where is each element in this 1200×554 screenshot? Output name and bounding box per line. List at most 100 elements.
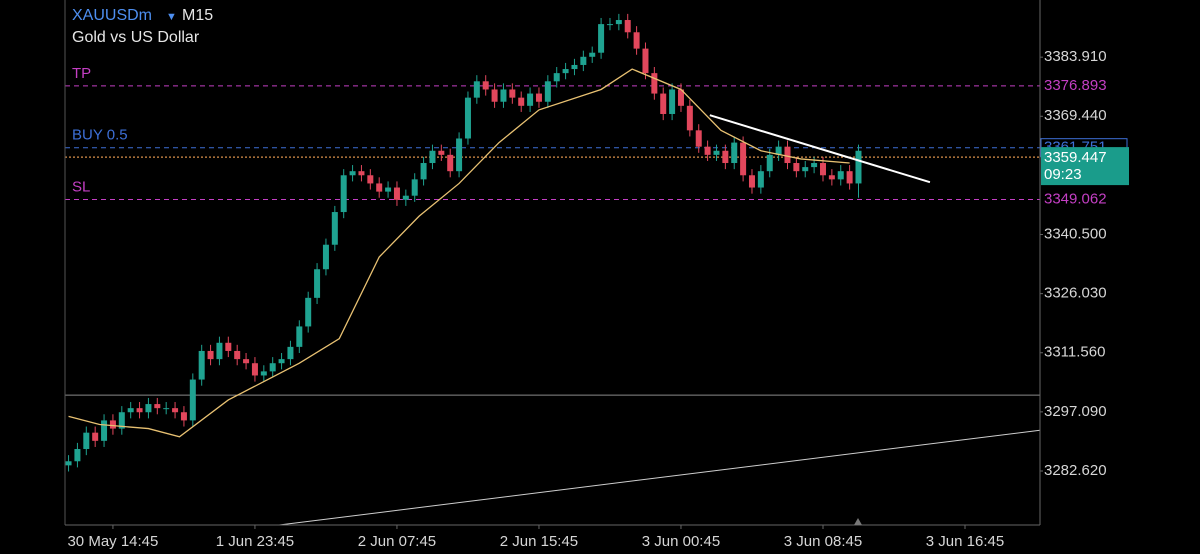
candle-body <box>109 420 116 429</box>
candle-body <box>314 269 321 298</box>
candle-body <box>92 432 99 441</box>
candle-body <box>456 138 463 172</box>
y-tick-label: 3326.030 <box>1044 285 1107 302</box>
level-price: 3376.893 <box>1044 77 1107 94</box>
candle-body <box>367 175 374 184</box>
candle-body <box>101 420 108 441</box>
candle-body <box>385 187 392 192</box>
candle-body <box>553 73 560 82</box>
candle-body <box>340 175 347 213</box>
candle-body <box>509 89 516 98</box>
current-price-box <box>1041 147 1129 186</box>
candle-body <box>127 408 134 413</box>
y-tick-label: 3369.440 <box>1044 107 1107 124</box>
candle-body <box>695 130 702 147</box>
x-tick-label: 2 Jun 07:45 <box>358 533 436 550</box>
candle-body <box>411 179 418 196</box>
plot-area <box>65 13 1040 525</box>
y-tick-label: 3282.620 <box>1044 462 1107 479</box>
candle-body <box>482 81 489 90</box>
candle-body <box>722 150 729 164</box>
candle-body <box>615 20 622 25</box>
candle-body <box>225 342 232 351</box>
symbol[interactable]: XAUUSDm <box>72 7 152 24</box>
candle-body <box>234 350 241 360</box>
candle-body <box>660 93 667 114</box>
candle-body <box>251 363 258 376</box>
candle-body <box>163 408 170 410</box>
candle-body <box>642 48 649 74</box>
candle-body <box>154 404 161 409</box>
candle-body <box>811 163 818 168</box>
candle-body <box>846 171 853 184</box>
candle-body <box>766 154 773 172</box>
x-tick-label: 1 Jun 23:45 <box>216 533 294 550</box>
candle-body <box>331 212 338 245</box>
moving-average <box>68 68 850 438</box>
candle-body <box>713 150 720 155</box>
candle-body <box>500 89 507 102</box>
candle-body <box>793 163 800 172</box>
candle-body <box>740 142 747 176</box>
candle-body <box>535 93 542 102</box>
timeframe[interactable]: M15 <box>182 7 213 24</box>
candle-body <box>473 81 480 98</box>
candle-body <box>172 408 179 413</box>
candle-body <box>118 412 125 429</box>
level-label: TP <box>72 65 91 82</box>
x-tick-label: 3 Jun 08:45 <box>784 533 862 550</box>
candle-body <box>837 171 844 180</box>
candle-body <box>438 150 445 155</box>
candle-body <box>358 171 365 176</box>
candle-body <box>651 73 658 94</box>
candle-body <box>580 56 587 65</box>
current-price-label: 3359.447 <box>1044 149 1107 166</box>
y-tick-label: 3340.500 <box>1044 225 1107 242</box>
candle-body <box>145 404 152 413</box>
candle-body <box>402 195 409 200</box>
candle-body <box>704 146 711 155</box>
candle-body <box>207 350 214 360</box>
level-label: BUY 0.5 <box>72 127 128 144</box>
candle-body <box>243 359 250 364</box>
candle-body <box>731 142 738 164</box>
candle-body <box>828 175 835 180</box>
candle-body <box>429 150 436 164</box>
candle-body <box>633 32 640 49</box>
candle-body <box>669 89 676 114</box>
candle-body <box>189 379 196 421</box>
candle-body <box>420 163 427 180</box>
y-tick-label: 3297.090 <box>1044 403 1107 420</box>
candle-body <box>349 171 356 176</box>
candle-body <box>65 461 72 466</box>
candle-body <box>784 146 791 164</box>
candle-body <box>819 163 826 176</box>
candle-body <box>544 81 551 102</box>
x-tick-label: 3 Jun 16:45 <box>926 533 1004 550</box>
candle-body <box>491 89 498 102</box>
candle-body <box>296 326 303 347</box>
candle-body <box>775 146 782 155</box>
candle-body <box>83 432 90 450</box>
countdown: 09:23 <box>1044 166 1082 183</box>
candle-body <box>287 346 294 360</box>
candle-body <box>677 89 684 106</box>
y-tick-label: 3383.910 <box>1044 48 1107 65</box>
candle-body <box>393 187 400 200</box>
symbol-dropdown[interactable]: ▼ <box>166 11 177 23</box>
candle-body <box>748 175 755 188</box>
now-marker <box>854 518 862 525</box>
candle-body <box>322 244 329 270</box>
candle-body <box>198 350 205 380</box>
candle-body <box>802 167 809 172</box>
level-label: SL <box>72 179 90 196</box>
candle-body <box>606 24 613 26</box>
axes: 3383.910 3369.440 3340.500 3326.030 3311.560… <box>67 48 1129 550</box>
candle-body <box>589 52 596 57</box>
x-tick-label: 30 May 14:45 <box>67 533 158 550</box>
candle-body <box>180 412 187 421</box>
candle-body <box>269 363 276 372</box>
